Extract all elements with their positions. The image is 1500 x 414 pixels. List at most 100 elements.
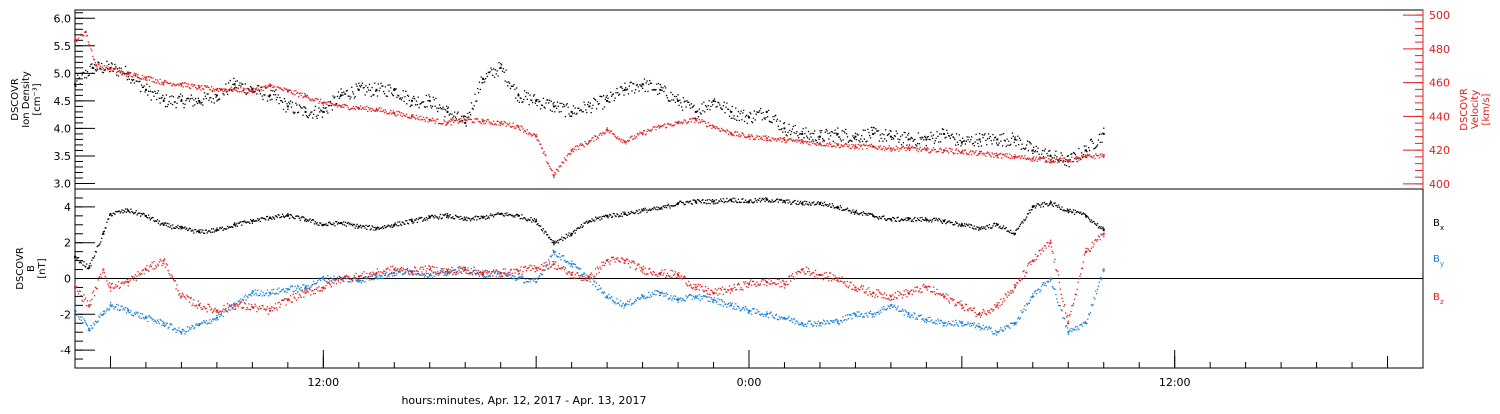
density-series-sample xyxy=(520,98,521,99)
bx-series-sample xyxy=(828,205,829,206)
by-series-sample xyxy=(329,281,330,282)
bx-series-sample xyxy=(364,226,365,227)
density-series-sample xyxy=(763,112,764,113)
velocity-series-sample xyxy=(916,150,917,151)
density-series-point xyxy=(305,111,307,113)
density-series-sample xyxy=(740,113,741,114)
bx-series-sample xyxy=(800,201,801,202)
density-series-sample xyxy=(473,108,474,109)
velocity-series-sample xyxy=(834,145,835,146)
by-series-sample xyxy=(1004,326,1005,327)
top-left-tick-label: 5.0 xyxy=(54,67,72,80)
bx-series-sample xyxy=(291,215,292,216)
bx-series-sample xyxy=(416,218,417,219)
density-series-sample xyxy=(685,101,686,102)
bx-series-sample xyxy=(788,199,789,200)
bx-series-sample xyxy=(214,231,215,232)
by-series-sample xyxy=(153,321,154,322)
velocity-series-sample xyxy=(1012,157,1013,158)
bx-series-sample xyxy=(789,201,790,202)
density-series-sample xyxy=(537,99,538,100)
bx-series-sample xyxy=(581,224,582,225)
top-left-tick-label: 4.5 xyxy=(54,95,72,108)
density-series-sample xyxy=(144,85,145,86)
bx-series-sample xyxy=(961,223,962,224)
bottom-left-tick-label: 2 xyxy=(64,237,71,250)
by-series-sample xyxy=(312,284,313,285)
velocity-series-sample xyxy=(852,146,853,147)
density-series-sample xyxy=(843,131,844,132)
top-left-tick-label: 6.0 xyxy=(54,12,72,25)
by-series-sample xyxy=(267,290,268,291)
density-series-sample xyxy=(711,102,712,103)
bx-series-sample xyxy=(451,217,452,218)
velocity-series-sample xyxy=(646,131,647,132)
bx-series-sample xyxy=(787,202,788,203)
velocity-series-sample xyxy=(497,121,498,122)
by-series-point xyxy=(127,310,129,312)
bx-series-sample xyxy=(758,200,759,201)
velocity-series-sample xyxy=(1047,161,1048,162)
by-series-sample xyxy=(999,329,1000,330)
bx-series-sample xyxy=(303,217,304,218)
by-series-sample xyxy=(873,314,874,315)
by-series-sample xyxy=(720,304,721,305)
by-series-sample xyxy=(926,322,927,323)
density-series-sample xyxy=(939,133,940,134)
bx-series-sample xyxy=(1034,206,1035,207)
velocity-series-sample xyxy=(574,149,575,150)
velocity-series-sample xyxy=(544,151,545,152)
by-series-sample xyxy=(1042,284,1043,285)
velocity-series-sample xyxy=(629,140,630,141)
bx-series-sample xyxy=(969,227,970,228)
bx-series-sample xyxy=(348,222,349,223)
bx-series-sample xyxy=(376,228,377,229)
velocity-series-sample xyxy=(249,89,250,90)
density-series-sample xyxy=(766,112,767,113)
bx-series-sample xyxy=(527,220,528,221)
by-series-sample xyxy=(294,286,295,287)
velocity-series-sample xyxy=(811,141,812,142)
bx-series-sample xyxy=(655,209,656,210)
bx-series-sample xyxy=(240,221,241,222)
velocity-series-sample xyxy=(716,126,717,127)
bx-series-sample xyxy=(1051,202,1052,203)
velocity-series-sample xyxy=(600,133,601,134)
by-series-point xyxy=(251,292,253,294)
by-series-sample xyxy=(924,321,925,322)
by-series-sample xyxy=(859,316,860,317)
bx-series-sample xyxy=(268,219,269,220)
top-left-tick-label: 3.0 xyxy=(54,177,72,190)
density-series-sample xyxy=(902,134,903,135)
by-series-sample xyxy=(739,308,740,309)
density-series-sample xyxy=(807,137,808,138)
velocity-series-sample xyxy=(941,149,942,150)
velocity-series-sample xyxy=(149,79,150,80)
density-series-sample xyxy=(1049,150,1050,151)
bx-series-sample xyxy=(540,225,541,226)
density-series-sample xyxy=(518,93,519,94)
bx-series-sample xyxy=(692,203,693,204)
density-series-sample xyxy=(1036,146,1037,147)
density-series-sample xyxy=(643,84,644,85)
velocity-series-sample xyxy=(729,131,730,132)
bx-series-sample xyxy=(964,223,965,224)
bx-series-sample xyxy=(1087,216,1088,217)
bx-series-sample xyxy=(657,209,658,210)
bx-series-sample xyxy=(644,209,645,210)
density-series-sample xyxy=(427,100,428,101)
bx-series-sample xyxy=(705,200,706,201)
bottom-left-tick-label: -4 xyxy=(60,344,71,357)
velocity-series-sample xyxy=(184,82,185,83)
density-series-sample xyxy=(305,108,306,109)
by-series-sample xyxy=(894,305,895,306)
velocity-series-sample xyxy=(993,157,994,158)
velocity-series-sample xyxy=(923,149,924,150)
bx-series-sample xyxy=(989,224,990,225)
density-series-sample xyxy=(941,133,942,134)
velocity-series-sample xyxy=(518,127,519,128)
velocity-series-sample xyxy=(765,135,766,136)
velocity-series-sample xyxy=(174,84,175,85)
density-series-sample xyxy=(497,70,498,71)
density-series-sample xyxy=(291,107,292,108)
